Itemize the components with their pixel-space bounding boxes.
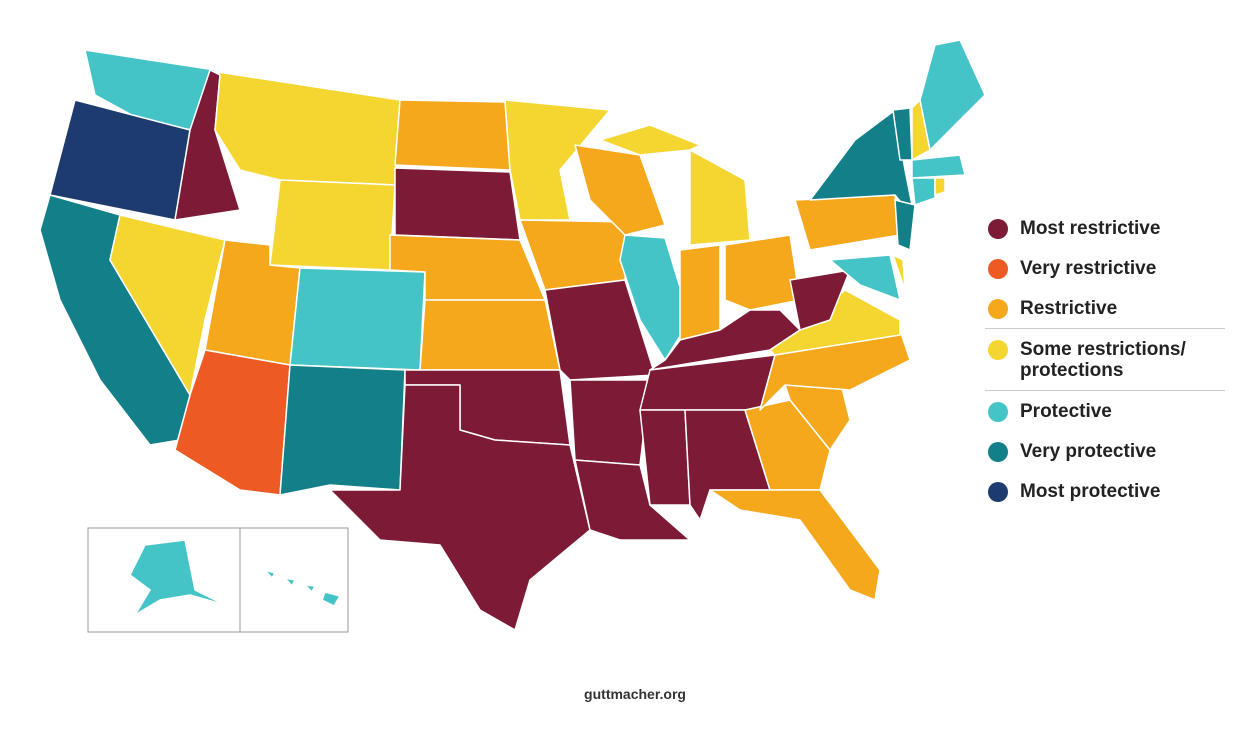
state [264, 569, 276, 579]
state [789, 269, 851, 331]
legend-swatch [988, 299, 1008, 319]
state [679, 244, 721, 341]
state [419, 299, 561, 371]
legend-label: Some restrictions/ protections [1020, 339, 1186, 381]
state [574, 144, 666, 236]
state [289, 267, 426, 371]
state [321, 591, 341, 607]
state [724, 234, 801, 311]
state [894, 199, 916, 251]
state [794, 194, 901, 251]
legend-swatch [988, 442, 1008, 462]
legend-item: Very restrictive [985, 258, 1225, 279]
state [744, 399, 831, 491]
legend-separator [985, 390, 1225, 391]
legend-swatch [988, 259, 1008, 279]
state [809, 109, 916, 221]
legend-separator [985, 328, 1225, 329]
states [39, 39, 986, 631]
state [892, 254, 906, 291]
state [689, 149, 751, 246]
state [911, 177, 936, 206]
state [569, 379, 651, 466]
state [279, 364, 406, 496]
state [574, 459, 691, 541]
legend-label: Most protective [1020, 481, 1161, 502]
state [394, 167, 521, 241]
state [109, 214, 226, 396]
state [504, 99, 611, 221]
state [639, 409, 691, 506]
state [911, 154, 966, 179]
legend-item: Most protective [985, 481, 1225, 502]
state [269, 179, 396, 271]
legend-label: Protective [1020, 401, 1112, 422]
state [214, 71, 401, 186]
state [394, 99, 511, 171]
state [304, 584, 316, 593]
legend-label: Very restrictive [1020, 258, 1157, 279]
legend: Most restrictive Very restrictive Restrict… [985, 218, 1225, 521]
legend-swatch [988, 402, 1008, 422]
legend-item: Some restrictions/ protections [985, 339, 1225, 381]
inset-box [87, 527, 349, 633]
state [919, 39, 986, 151]
state [284, 577, 296, 587]
legend-swatch [988, 482, 1008, 502]
legend-item: Most restrictive [985, 218, 1225, 239]
state [544, 279, 656, 381]
source: guttmacher.org [584, 686, 686, 702]
state [829, 254, 901, 301]
legend-swatch [988, 219, 1008, 239]
state [599, 124, 701, 156]
legend-label: Most restrictive [1020, 218, 1161, 239]
legend-item: Protective [985, 401, 1225, 422]
state [129, 539, 226, 616]
legend-label: Restrictive [1020, 298, 1118, 319]
legend-label: Very protective [1020, 441, 1157, 462]
state [329, 384, 591, 631]
state [709, 489, 881, 601]
state [649, 309, 801, 371]
state [934, 177, 946, 196]
legend-item: Very protective [985, 441, 1225, 462]
legend-swatch [988, 340, 1008, 360]
legend-item: Restrictive [985, 298, 1225, 319]
